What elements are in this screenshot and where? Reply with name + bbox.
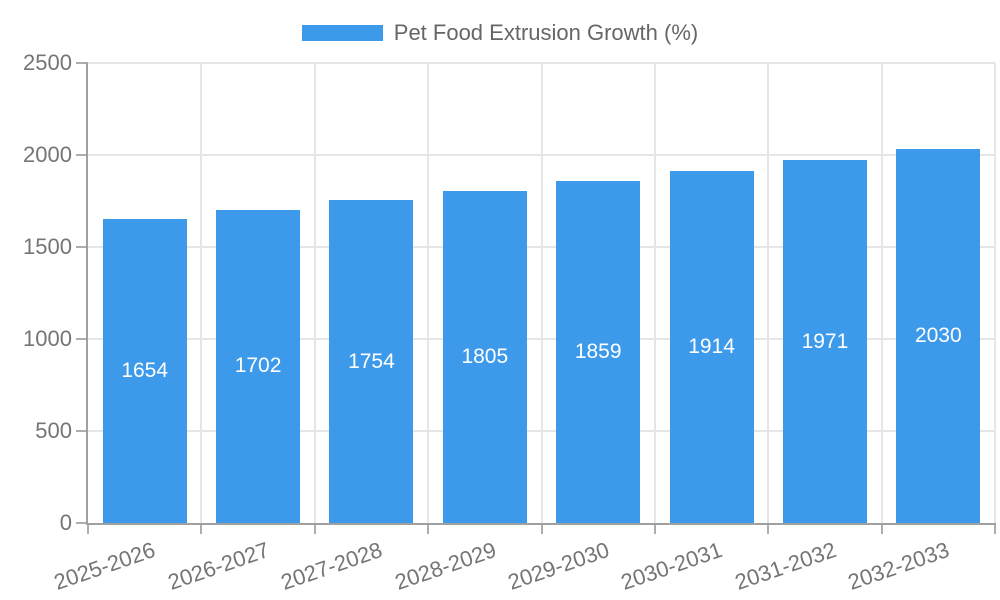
gridline-vertical xyxy=(313,63,316,523)
bar-value-label: 1859 xyxy=(574,339,622,363)
x-axis-line xyxy=(86,523,996,525)
x-axis-label: 2027-2028 xyxy=(277,537,386,595)
bar-value-label: 1971 xyxy=(801,329,849,353)
gridline-vertical xyxy=(540,63,543,523)
bar-value-label: 1914 xyxy=(688,334,735,358)
x-axis-label: 2031-2032 xyxy=(731,537,840,595)
y-axis-tick xyxy=(76,246,88,248)
y-axis-tick xyxy=(76,522,88,524)
x-axis-label: 2029-2030 xyxy=(504,537,613,595)
y-axis-tick xyxy=(76,154,88,156)
x-axis-label: 2028-2029 xyxy=(391,537,499,595)
x-axis-tick xyxy=(87,525,89,534)
x-axis-label: 2026-2027 xyxy=(164,537,273,595)
gridline-vertical xyxy=(653,63,656,523)
y-axis-label: 2500 xyxy=(23,50,72,75)
x-axis-tick xyxy=(653,525,656,534)
y-axis-label: 1500 xyxy=(23,234,72,259)
x-axis-tick xyxy=(994,525,996,534)
bar-2025-2026[interactable]: 1654 xyxy=(102,218,187,523)
y-axis-label: 1000 xyxy=(23,326,72,351)
chart-legend: Pet Food Extrusion Growth (%) xyxy=(0,20,1000,46)
bar-2030-2031[interactable]: 1914 xyxy=(669,170,754,523)
y-axis-tick xyxy=(76,62,88,64)
bar-value-label: 1654 xyxy=(121,358,169,382)
gridline-vertical xyxy=(767,63,770,523)
x-axis-tick xyxy=(313,525,316,534)
bar-2029-2030[interactable]: 1859 xyxy=(556,180,641,523)
bar-2026-2027[interactable]: 1702 xyxy=(216,209,301,523)
y-axis-label: 500 xyxy=(35,418,72,443)
bar-2032-2033[interactable]: 2030 xyxy=(896,149,981,523)
x-axis-tick xyxy=(767,525,770,534)
bar-value-label: 2030 xyxy=(914,324,962,348)
gridline-vertical xyxy=(880,63,883,523)
y-axis-label: 0 xyxy=(59,510,72,535)
x-axis-tick xyxy=(540,525,543,534)
x-axis-tick xyxy=(200,525,203,534)
bar-2027-2028[interactable]: 1754 xyxy=(329,200,414,523)
bar-value-label: 1805 xyxy=(461,344,509,368)
y-axis-tick xyxy=(76,338,88,340)
gridline-vertical xyxy=(427,63,430,523)
bar-2028-2029[interactable]: 1805 xyxy=(442,190,527,523)
x-axis-tick xyxy=(880,525,883,534)
legend-item[interactable]: Pet Food Extrusion Growth (%) xyxy=(301,20,699,46)
gridline-vertical xyxy=(994,63,996,523)
y-axis-line xyxy=(86,63,88,525)
bar-value-label: 1754 xyxy=(348,349,395,373)
bar-2031-2032[interactable]: 1971 xyxy=(782,160,867,523)
gridline-vertical xyxy=(200,63,203,523)
y-axis-tick xyxy=(76,430,88,432)
bar-value-label: 1702 xyxy=(234,354,282,378)
legend-label: Pet Food Extrusion Growth (%) xyxy=(393,20,699,45)
x-axis-tick xyxy=(427,525,430,534)
legend-swatch-icon xyxy=(301,25,383,41)
y-axis-label: 2000 xyxy=(23,142,72,167)
x-axis-label: 2025-2026 xyxy=(51,537,159,595)
x-axis-label: 2032-2033 xyxy=(844,537,953,595)
x-axis-label: 2030-2031 xyxy=(618,537,726,595)
